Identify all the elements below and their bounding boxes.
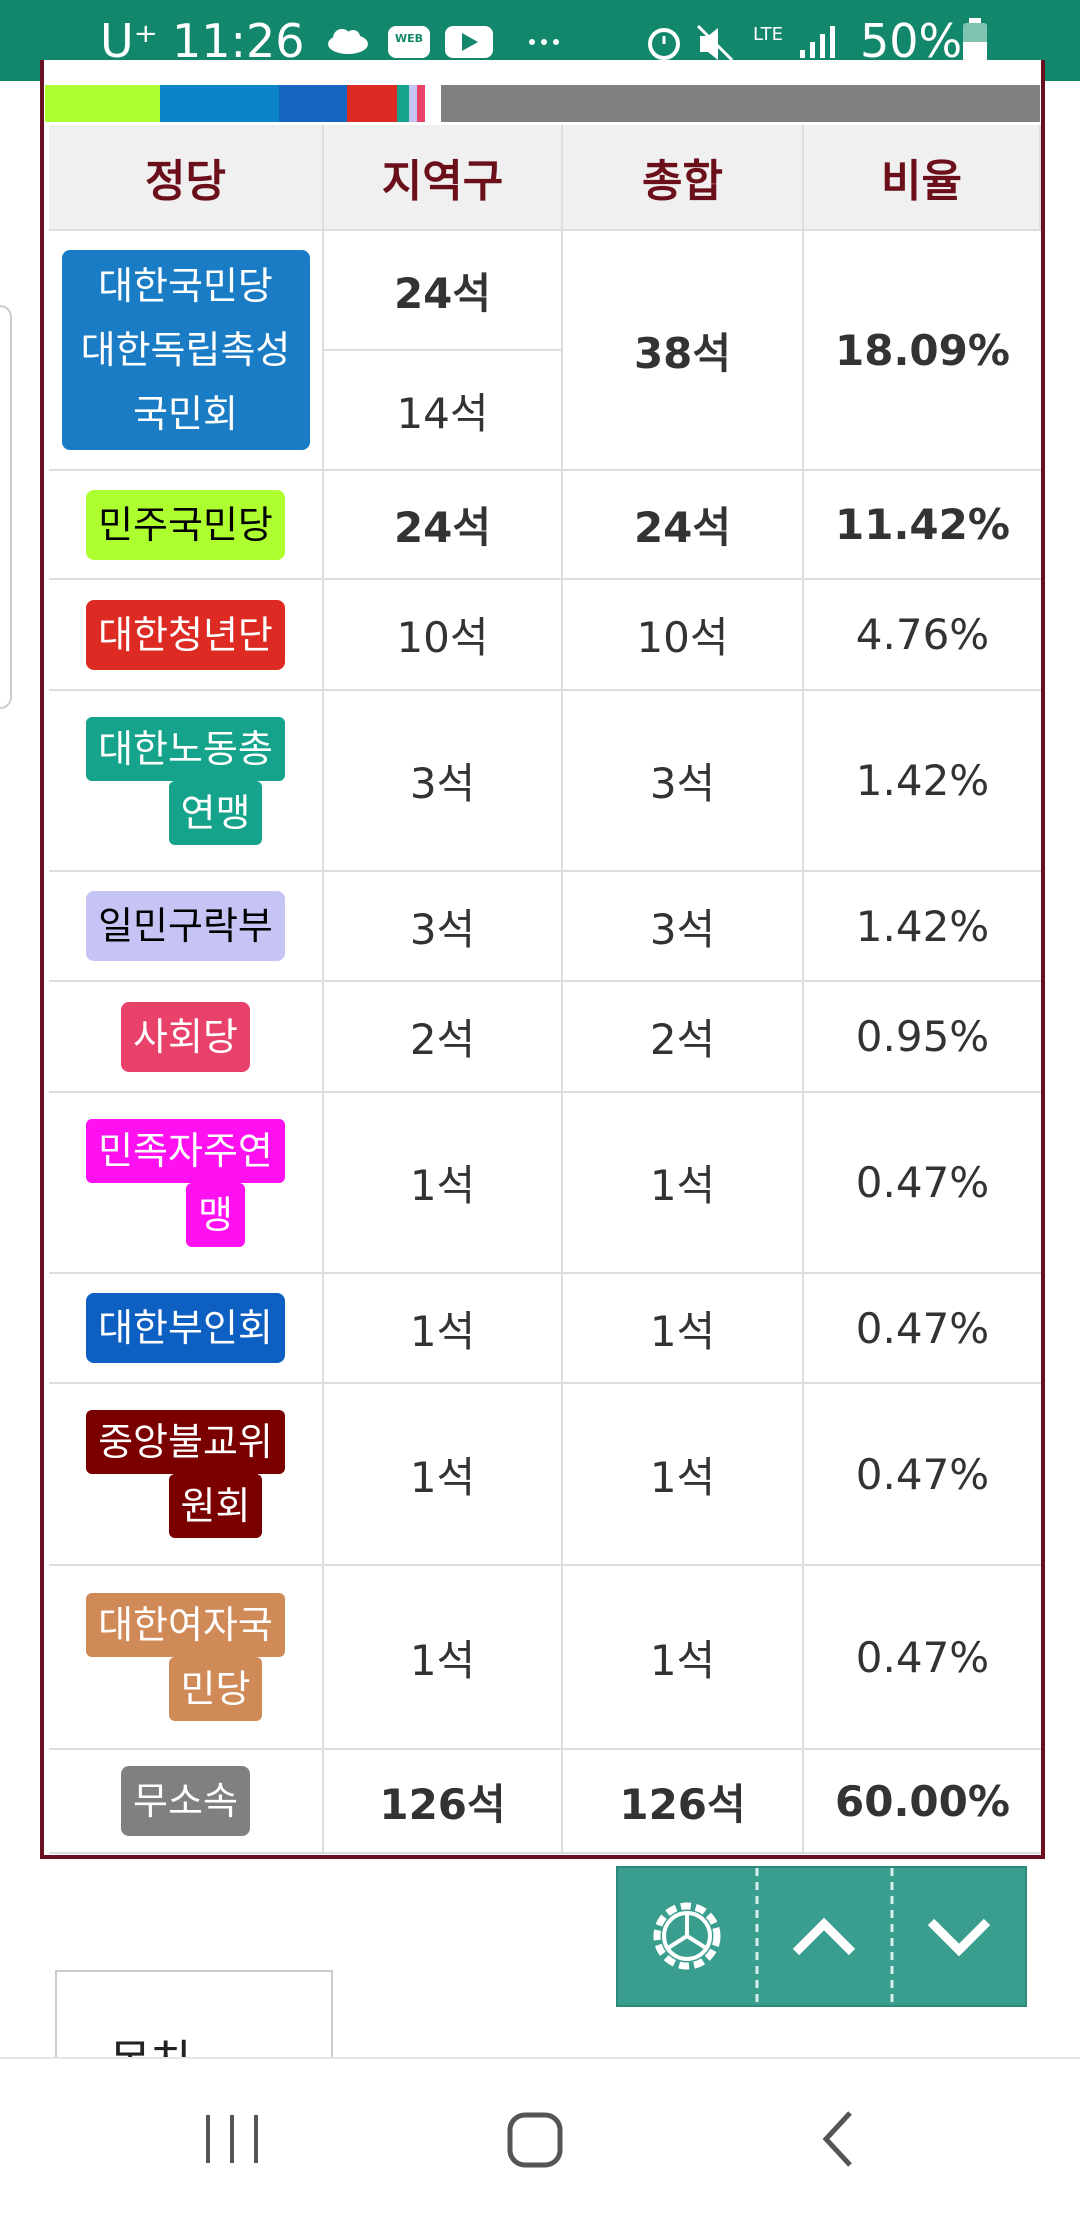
party-tag: 중앙불교위 원회 [86, 1410, 285, 1538]
seat-ratio: 0.47% [804, 1384, 1041, 1566]
seat-ratio: 11.42% [804, 471, 1041, 580]
clock: 11:26 [172, 14, 305, 68]
total-seats: 3석 [563, 691, 804, 872]
seat-ratio: 1.42% [804, 691, 1041, 872]
seat-ratio: 0.95% [804, 982, 1041, 1093]
seat-color-bar [45, 85, 1040, 122]
party-name: 대한독립촉성 [80, 328, 291, 372]
district-seats: 14석 [324, 351, 563, 471]
side-handle[interactable] [0, 305, 12, 709]
total-seats: 3석 [563, 872, 804, 982]
party-cell: 대한부인회 [49, 1274, 324, 1384]
scroll-up-button[interactable] [758, 1868, 891, 2005]
seat-ratio: 18.09% [804, 231, 1041, 471]
party-name: 무소속 [121, 1766, 250, 1836]
district-seats: 1석 [324, 1384, 563, 1566]
party-name: 사회당 [121, 1001, 250, 1072]
network-type: LTE [753, 24, 783, 45]
district-seats: 24석 [324, 471, 563, 580]
party-tag: 대한여자국 민당 [86, 1593, 285, 1721]
party-name: 대한국민당 [98, 264, 273, 308]
district-seats: 2석 [324, 982, 563, 1093]
total-seats: 38석 [563, 231, 804, 471]
home-button[interactable] [507, 2112, 563, 2168]
district-seats: 126석 [324, 1750, 563, 1854]
party-cell: 민주국민당 [49, 471, 324, 580]
party-cell: 중앙불교위 원회 [49, 1384, 324, 1566]
party-cell: 민족자주연 맹 [49, 1093, 324, 1274]
floating-buttons [616, 1866, 1027, 2007]
party-cell: 대한노동총 연맹 [49, 691, 324, 872]
carrier: U⁺ [100, 14, 158, 68]
svg-text:WEB: WEB [395, 32, 423, 45]
party-name: 대한부인회 [86, 1293, 285, 1363]
party-cell: 대한청년단 [49, 580, 324, 691]
party-name: 대한여자국 [86, 1593, 285, 1657]
party-name: 중앙불교위 [86, 1410, 285, 1474]
party-cell: 사회당 [49, 982, 324, 1093]
column-header: 총합 [563, 125, 804, 231]
district-seats: 3석 [324, 872, 563, 982]
notification-icons: WEB [328, 26, 559, 58]
party-name: 민주국민당 [86, 489, 285, 560]
party-cell: 무소속 [49, 1750, 324, 1854]
total-seats: 1석 [563, 1274, 804, 1384]
party-name: 국민회 [133, 392, 238, 436]
party-cell: 일민구락부 [49, 872, 324, 982]
nav-icons [206, 2111, 852, 2168]
total-seats: 1석 [563, 1384, 804, 1566]
recent-apps-button[interactable] [206, 2115, 258, 2163]
party-tag: 민족자주연 맹 [86, 1118, 285, 1247]
scroll-down-button[interactable] [893, 1868, 1025, 2005]
button-icons [618, 1868, 1025, 2005]
battery-icon [963, 18, 987, 61]
party-name: 대한노동총 [86, 716, 285, 781]
seat-ratio: 4.76% [804, 580, 1041, 691]
party-name: 원회 [168, 1474, 263, 1538]
party-name: 민당 [168, 1657, 263, 1721]
column-header: 비율 [804, 125, 1041, 231]
district-seats: 3석 [324, 691, 563, 872]
district-seats: 1석 [324, 1566, 563, 1750]
system-icons: LTE [648, 24, 835, 62]
district-seats: 24석 [324, 231, 563, 351]
district-seats: 10석 [324, 580, 563, 691]
seat-ratio: 0.47% [804, 1566, 1041, 1750]
party-name: 민족자주연 [86, 1118, 285, 1183]
district-seats: 1석 [324, 1274, 563, 1384]
total-seats: 126석 [563, 1750, 804, 1854]
total-seats: 24석 [563, 471, 804, 580]
party-name: 연맹 [168, 780, 263, 845]
back-button[interactable] [822, 2111, 852, 2167]
total-seats: 1석 [563, 1566, 804, 1750]
seat-ratio: 0.47% [804, 1274, 1041, 1384]
seat-table: 정당 지역구 총합 비율 대한국민당 대한독립촉성 국민회 24석 14석 38석 18.09% 민주… [40, 60, 1045, 1859]
battery-level: 50% [860, 14, 963, 68]
settings-button[interactable] [618, 1868, 756, 2005]
total-seats: 2석 [563, 982, 804, 1093]
seat-ratio: 0.47% [804, 1093, 1041, 1274]
seat-ratio: 60.00% [804, 1750, 1041, 1854]
party-name: 대한청년단 [86, 599, 285, 670]
seat-ratio: 1.42% [804, 872, 1041, 982]
column-header: 정당 [49, 125, 324, 231]
navigation-bar [0, 2057, 1080, 2222]
district-seats: 1석 [324, 1093, 563, 1274]
party-cell: 대한여자국 민당 [49, 1566, 324, 1750]
column-header: 지역구 [324, 125, 563, 231]
party-name: 맹 [186, 1182, 245, 1247]
party-tag: 대한노동총 연맹 [86, 716, 285, 845]
total-seats: 10석 [563, 580, 804, 691]
party-name: 일민구락부 [86, 891, 285, 961]
total-seats: 1석 [563, 1093, 804, 1274]
